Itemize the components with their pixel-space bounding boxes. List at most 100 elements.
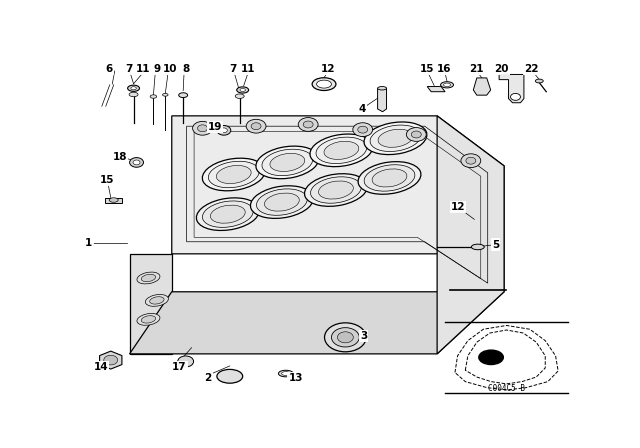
Text: 21: 21: [470, 64, 484, 74]
Ellipse shape: [257, 189, 307, 215]
Ellipse shape: [202, 201, 253, 228]
Text: 13: 13: [289, 373, 303, 383]
Ellipse shape: [256, 146, 319, 179]
Ellipse shape: [511, 94, 520, 100]
Text: 7: 7: [229, 64, 236, 74]
Text: 6: 6: [105, 64, 113, 74]
Ellipse shape: [364, 122, 427, 155]
Polygon shape: [129, 292, 504, 354]
Circle shape: [466, 157, 476, 164]
Circle shape: [358, 126, 367, 133]
Text: 1: 1: [85, 238, 93, 249]
Polygon shape: [378, 88, 387, 112]
Circle shape: [104, 355, 118, 365]
Text: 9: 9: [154, 64, 161, 74]
Ellipse shape: [319, 181, 353, 199]
Circle shape: [406, 128, 426, 142]
Circle shape: [324, 323, 366, 352]
Ellipse shape: [240, 88, 245, 91]
Polygon shape: [129, 254, 172, 354]
Polygon shape: [428, 86, 445, 92]
Ellipse shape: [250, 186, 314, 219]
Ellipse shape: [316, 137, 367, 164]
Ellipse shape: [305, 174, 367, 207]
Ellipse shape: [141, 274, 156, 282]
Ellipse shape: [535, 79, 543, 83]
Text: 2: 2: [204, 373, 212, 383]
Text: 12: 12: [321, 64, 335, 74]
Text: 10: 10: [163, 64, 177, 74]
Ellipse shape: [378, 129, 413, 147]
Ellipse shape: [317, 80, 332, 88]
Ellipse shape: [282, 372, 290, 375]
Ellipse shape: [262, 149, 313, 176]
Ellipse shape: [310, 177, 362, 203]
Circle shape: [133, 160, 140, 165]
Text: 16: 16: [436, 64, 451, 74]
Ellipse shape: [137, 314, 160, 325]
Text: 15: 15: [420, 64, 435, 74]
Circle shape: [353, 123, 372, 137]
Circle shape: [246, 119, 266, 133]
Text: 11: 11: [241, 64, 255, 74]
Polygon shape: [437, 116, 504, 354]
Text: 17: 17: [172, 362, 186, 372]
Circle shape: [217, 125, 231, 135]
Ellipse shape: [131, 87, 136, 90]
Ellipse shape: [310, 134, 373, 167]
Ellipse shape: [137, 272, 160, 284]
Polygon shape: [474, 78, 491, 95]
Ellipse shape: [145, 294, 168, 306]
Ellipse shape: [278, 370, 293, 377]
Ellipse shape: [150, 95, 157, 98]
Circle shape: [412, 131, 421, 138]
Text: 4: 4: [358, 104, 365, 114]
Circle shape: [193, 121, 212, 135]
Ellipse shape: [163, 94, 168, 96]
Polygon shape: [499, 74, 524, 103]
Text: 14: 14: [93, 362, 108, 372]
Ellipse shape: [202, 158, 265, 191]
Text: 20: 20: [494, 64, 509, 74]
Circle shape: [178, 356, 193, 367]
Text: 18: 18: [113, 152, 127, 162]
Ellipse shape: [217, 370, 243, 383]
Ellipse shape: [378, 86, 387, 90]
Ellipse shape: [141, 316, 156, 323]
Ellipse shape: [312, 78, 336, 90]
Circle shape: [303, 121, 313, 128]
Polygon shape: [172, 116, 504, 292]
Text: 7: 7: [125, 64, 132, 74]
Ellipse shape: [196, 198, 259, 230]
Polygon shape: [100, 351, 122, 369]
Text: 5: 5: [492, 240, 499, 250]
Circle shape: [130, 158, 143, 167]
Text: 22: 22: [524, 64, 539, 74]
Circle shape: [337, 332, 353, 343]
Ellipse shape: [364, 165, 415, 191]
Ellipse shape: [440, 82, 454, 88]
Ellipse shape: [444, 83, 451, 86]
Ellipse shape: [179, 93, 188, 98]
Text: 8: 8: [182, 64, 189, 74]
Ellipse shape: [358, 162, 421, 194]
Circle shape: [332, 327, 359, 347]
Ellipse shape: [150, 297, 164, 304]
Ellipse shape: [209, 161, 259, 188]
Circle shape: [461, 154, 481, 168]
Ellipse shape: [127, 85, 140, 91]
Text: 15: 15: [100, 175, 115, 185]
Polygon shape: [105, 198, 122, 203]
Ellipse shape: [236, 94, 244, 99]
Ellipse shape: [270, 153, 305, 172]
Circle shape: [298, 117, 318, 131]
Text: 11: 11: [136, 64, 151, 74]
Circle shape: [220, 128, 227, 133]
Ellipse shape: [109, 198, 118, 202]
Ellipse shape: [237, 87, 249, 93]
Ellipse shape: [370, 125, 421, 151]
Text: 3: 3: [360, 331, 367, 341]
Circle shape: [251, 123, 261, 129]
Ellipse shape: [211, 205, 245, 223]
Text: 12: 12: [451, 202, 465, 212]
